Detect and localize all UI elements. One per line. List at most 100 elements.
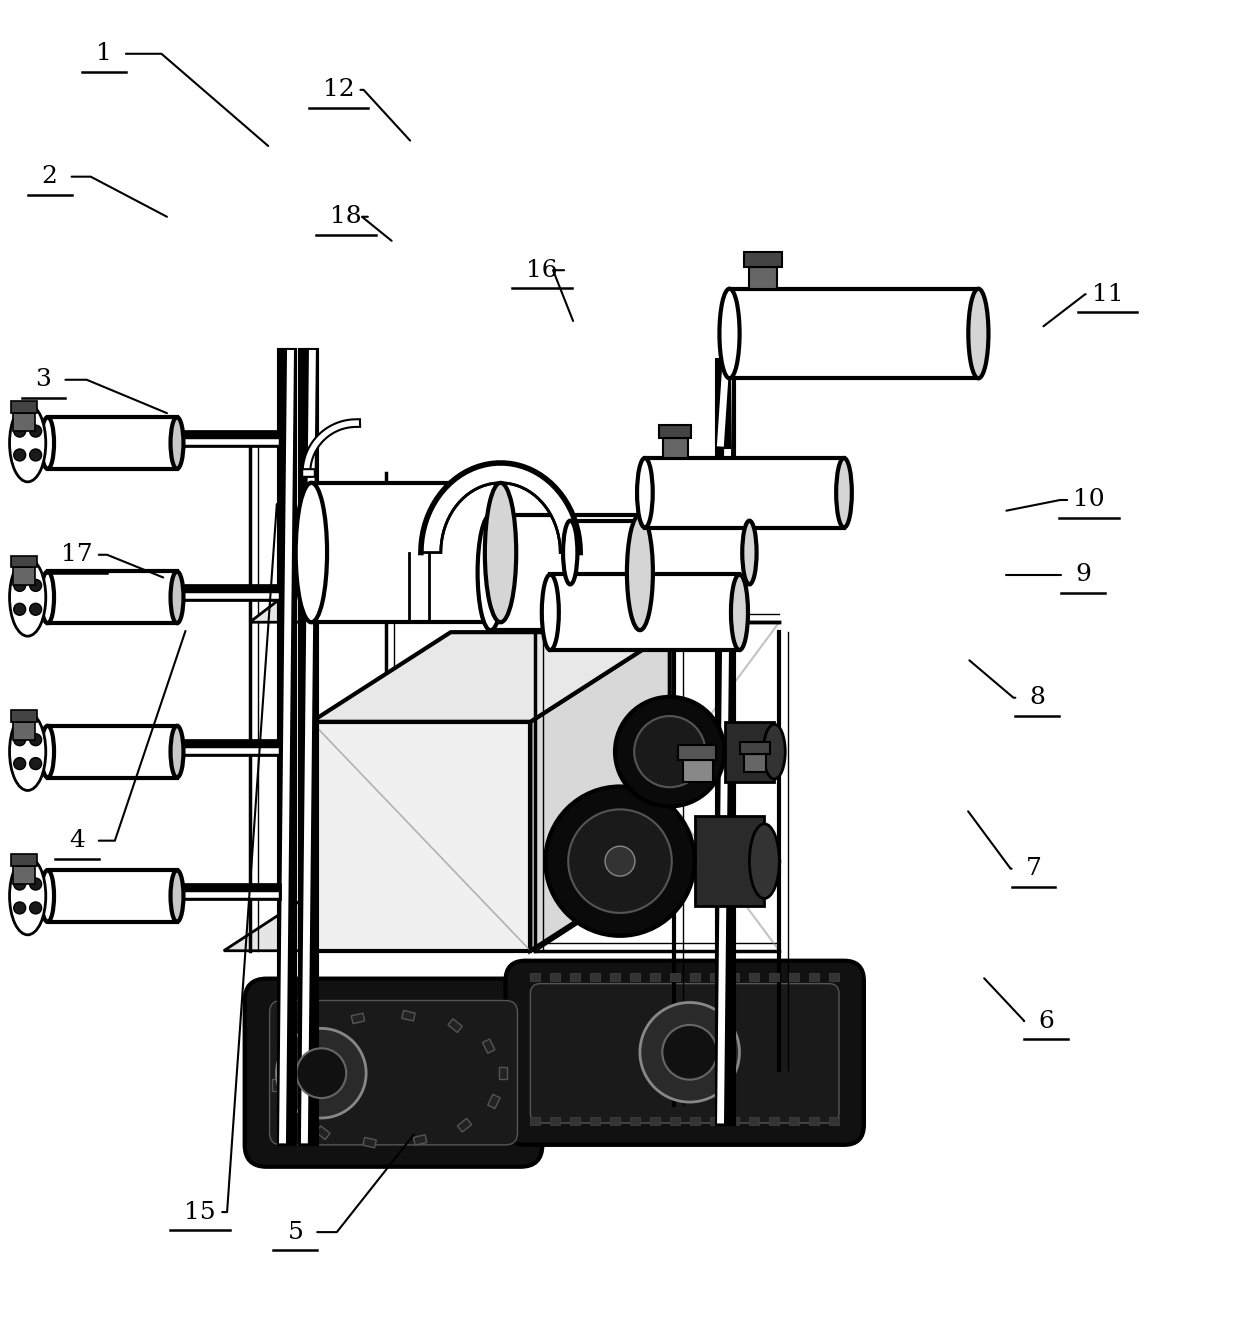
Bar bbox=[610, 973, 620, 981]
Bar bbox=[316, 1126, 330, 1139]
FancyBboxPatch shape bbox=[269, 1001, 517, 1145]
Bar bbox=[306, 1027, 321, 1040]
Bar bbox=[678, 745, 715, 760]
Polygon shape bbox=[223, 862, 673, 950]
Bar bbox=[729, 289, 978, 378]
Text: 17: 17 bbox=[61, 544, 93, 566]
Bar bbox=[630, 973, 640, 981]
Polygon shape bbox=[420, 463, 580, 553]
Ellipse shape bbox=[30, 604, 42, 615]
Bar bbox=[413, 1135, 427, 1145]
Ellipse shape bbox=[764, 725, 785, 778]
Ellipse shape bbox=[171, 572, 184, 623]
Text: 15: 15 bbox=[185, 1201, 216, 1224]
Ellipse shape bbox=[171, 417, 184, 468]
Ellipse shape bbox=[14, 450, 26, 460]
Bar bbox=[487, 1094, 500, 1108]
Polygon shape bbox=[311, 632, 670, 722]
Ellipse shape bbox=[563, 521, 578, 584]
Bar bbox=[650, 973, 660, 981]
Bar bbox=[689, 1117, 699, 1125]
Bar bbox=[709, 1117, 719, 1125]
Ellipse shape bbox=[14, 878, 26, 890]
Bar bbox=[670, 973, 680, 981]
Ellipse shape bbox=[41, 417, 55, 468]
Ellipse shape bbox=[30, 450, 42, 460]
Bar bbox=[658, 425, 691, 437]
Bar bbox=[789, 1117, 800, 1125]
Bar bbox=[551, 973, 560, 981]
Bar bbox=[272, 1079, 279, 1091]
Ellipse shape bbox=[634, 717, 706, 788]
Ellipse shape bbox=[41, 870, 55, 922]
Text: 4: 4 bbox=[69, 829, 84, 852]
Ellipse shape bbox=[662, 1025, 717, 1080]
Ellipse shape bbox=[14, 902, 26, 914]
Text: 10: 10 bbox=[1074, 488, 1105, 511]
Ellipse shape bbox=[10, 404, 46, 482]
Text: 18: 18 bbox=[330, 205, 362, 228]
Ellipse shape bbox=[477, 515, 503, 631]
Ellipse shape bbox=[41, 726, 55, 777]
Bar bbox=[47, 572, 177, 623]
Ellipse shape bbox=[171, 726, 184, 777]
Ellipse shape bbox=[968, 289, 988, 378]
Bar bbox=[11, 710, 37, 722]
Ellipse shape bbox=[485, 483, 516, 623]
Text: 6: 6 bbox=[1038, 1009, 1054, 1032]
Bar bbox=[694, 816, 764, 906]
Text: 8: 8 bbox=[1029, 686, 1045, 709]
Bar bbox=[448, 1019, 463, 1032]
Bar bbox=[670, 1117, 680, 1125]
Ellipse shape bbox=[14, 580, 26, 592]
Bar bbox=[749, 973, 759, 981]
Bar bbox=[12, 413, 35, 431]
Ellipse shape bbox=[30, 902, 42, 914]
Bar bbox=[789, 973, 800, 981]
Ellipse shape bbox=[171, 870, 184, 922]
Bar bbox=[740, 742, 770, 754]
Bar bbox=[402, 1011, 415, 1021]
Bar bbox=[610, 1117, 620, 1125]
Bar bbox=[498, 1067, 506, 1079]
Ellipse shape bbox=[10, 558, 46, 636]
Ellipse shape bbox=[836, 458, 852, 527]
Text: 1: 1 bbox=[97, 43, 112, 66]
Bar bbox=[769, 973, 779, 981]
Bar bbox=[363, 1138, 376, 1147]
Bar bbox=[709, 973, 719, 981]
Polygon shape bbox=[531, 632, 670, 950]
Bar bbox=[11, 401, 37, 413]
Bar bbox=[663, 437, 688, 458]
Bar bbox=[683, 760, 713, 781]
FancyBboxPatch shape bbox=[244, 978, 542, 1166]
Bar bbox=[283, 1104, 295, 1119]
Bar bbox=[12, 866, 35, 884]
Bar bbox=[12, 568, 35, 585]
Text: 9: 9 bbox=[1075, 564, 1091, 586]
Ellipse shape bbox=[10, 713, 46, 790]
Text: 7: 7 bbox=[1025, 858, 1042, 880]
Ellipse shape bbox=[546, 786, 694, 935]
Bar bbox=[724, 722, 774, 781]
Bar bbox=[47, 417, 177, 468]
Bar bbox=[458, 1118, 471, 1133]
Bar bbox=[749, 1117, 759, 1125]
Text: 5: 5 bbox=[288, 1221, 304, 1244]
Bar bbox=[645, 458, 844, 527]
Bar bbox=[650, 1117, 660, 1125]
Ellipse shape bbox=[41, 572, 55, 623]
Ellipse shape bbox=[627, 515, 653, 631]
Text: 12: 12 bbox=[322, 78, 355, 102]
Ellipse shape bbox=[30, 734, 42, 746]
Polygon shape bbox=[249, 518, 673, 623]
Ellipse shape bbox=[14, 734, 26, 746]
Bar bbox=[11, 854, 37, 866]
Bar bbox=[749, 267, 777, 289]
Polygon shape bbox=[311, 722, 531, 950]
Ellipse shape bbox=[295, 483, 327, 623]
Bar bbox=[689, 973, 699, 981]
Bar bbox=[769, 1117, 779, 1125]
Ellipse shape bbox=[542, 574, 559, 650]
Ellipse shape bbox=[30, 758, 42, 769]
